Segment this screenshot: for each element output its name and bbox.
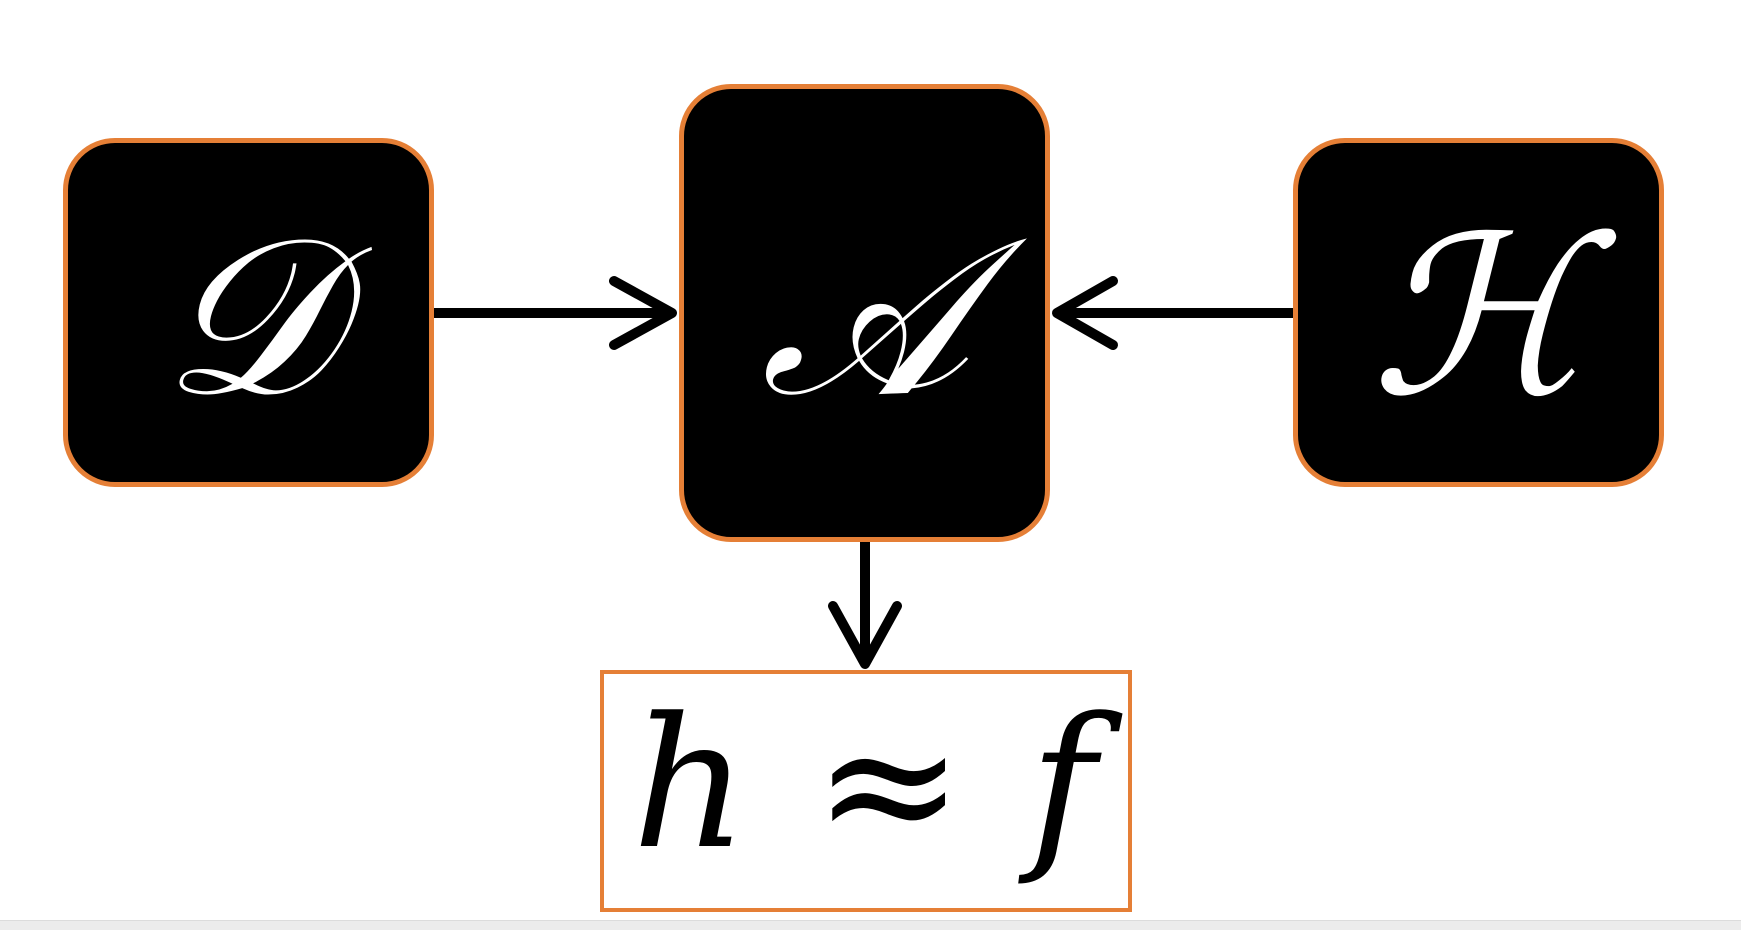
algorithm-node: 𝒜	[679, 84, 1050, 542]
algorithm-symbol: 𝒜	[760, 189, 969, 445]
data-symbol: 𝒟	[160, 188, 337, 445]
bottom-edge-bar	[0, 920, 1741, 930]
hypothesis-node: ℋ	[1293, 138, 1664, 487]
arrow-hypothesis-to-algorithm	[1052, 276, 1293, 350]
data-node: 𝒟	[63, 138, 434, 487]
arrow-data-to-algorithm	[434, 276, 677, 350]
output-box: h ≈ f	[600, 670, 1132, 912]
arrow-algorithm-to-output	[828, 542, 902, 669]
output-expression: h ≈ f	[632, 680, 1100, 889]
hypothesis-symbol: ℋ	[1369, 188, 1588, 445]
